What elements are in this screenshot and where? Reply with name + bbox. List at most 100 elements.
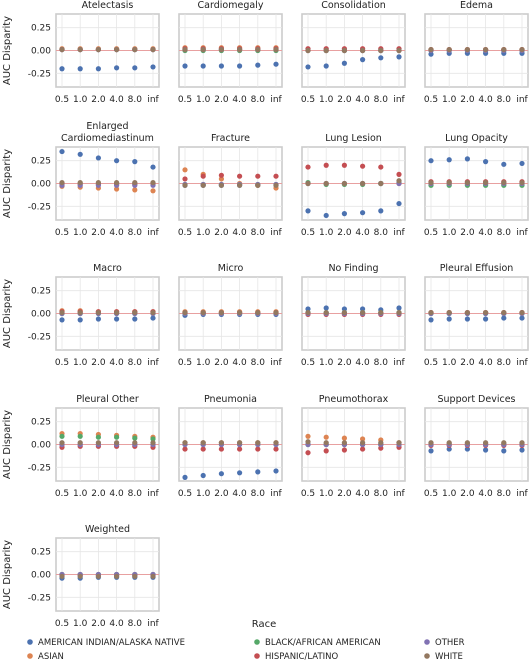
- point-lung-lesion-hispanic-latino: [323, 162, 329, 168]
- point-macro-american-indian-alaska-native: [59, 317, 65, 323]
- x-tick-label: 8.0: [497, 358, 512, 368]
- point-edema-white: [464, 46, 470, 53]
- point-edema-white: [519, 46, 525, 53]
- point-atelectasis-white: [59, 46, 65, 53]
- x-tick-label: 0.5: [301, 95, 315, 105]
- legend-label-black-african-american: BLACK/AFRICAN AMERICAN: [265, 638, 381, 648]
- point-fracture-white: [255, 182, 261, 188]
- point-micro-white: [255, 309, 261, 316]
- x-tick-label: 0.5: [178, 358, 192, 368]
- x-tick-label: 2.0: [214, 95, 229, 105]
- point-pleural-effusion-american-indian-alaska-native: [464, 316, 470, 322]
- legend-title: Race: [252, 619, 277, 630]
- x-tick-label: 2.0: [460, 358, 475, 368]
- point-pneumothorax-white: [341, 440, 347, 446]
- point-edema-white: [483, 46, 489, 53]
- point-pleural-effusion-white: [519, 309, 525, 316]
- x-tick-label: 4.0: [232, 228, 247, 238]
- x-tick-label: 8.0: [374, 489, 389, 499]
- x-tick-label: 8.0: [128, 489, 143, 499]
- x-tick-label: 0.5: [55, 358, 69, 368]
- point-pneumothorax-asian: [305, 433, 311, 439]
- x-tick-label: 2.0: [91, 228, 106, 238]
- x-tick-label: inf: [147, 228, 159, 238]
- point-pleural-effusion-american-indian-alaska-native: [501, 315, 507, 321]
- point-fracture-white: [273, 182, 279, 188]
- point-consolidation-white: [305, 47, 311, 54]
- point-cardiomegaly-american-indian-alaska-native: [255, 62, 261, 68]
- y-tick-label: 0.25: [31, 287, 51, 297]
- point-lung-lesion-white: [378, 180, 384, 187]
- point-lung-opacity-white: [428, 179, 434, 186]
- point-macro-american-indian-alaska-native: [77, 317, 83, 323]
- point-support-devices-white: [483, 440, 489, 446]
- point-atelectasis-american-indian-alaska-native: [132, 65, 138, 71]
- point-atelectasis-american-indian-alaska-native: [95, 66, 101, 72]
- x-tick-label: 4.0: [355, 489, 370, 499]
- point-atelectasis-white: [132, 46, 138, 53]
- point-lung-lesion-hispanic-latino: [341, 162, 347, 168]
- point-pneumothorax-white: [396, 440, 402, 446]
- point-atelectasis-american-indian-alaska-native: [77, 66, 83, 72]
- point-fracture-asian: [218, 176, 224, 182]
- point-lung-opacity-white: [501, 179, 507, 186]
- x-tick-label: 0.5: [301, 489, 315, 499]
- x-tick-label: 1.0: [196, 358, 211, 368]
- x-tick-label: 0.5: [424, 228, 438, 238]
- point-fracture-hispanic-latino: [273, 173, 279, 179]
- point-lung-opacity-white: [464, 179, 470, 186]
- point-fracture-white: [218, 182, 224, 188]
- point-no-finding-white: [378, 309, 384, 316]
- point-consolidation-white: [360, 47, 366, 54]
- x-tick-label: 8.0: [251, 489, 266, 499]
- point-macro-american-indian-alaska-native: [132, 316, 138, 322]
- y-tick-label: -0.25: [28, 332, 51, 342]
- point-support-devices-american-indian-alaska-native: [483, 447, 489, 453]
- point-pleural-effusion-white: [428, 309, 434, 316]
- x-tick-label: 2.0: [337, 95, 352, 105]
- point-cardiomegaly-white: [255, 46, 261, 53]
- point-pneumonia-american-indian-alaska-native: [237, 470, 243, 476]
- x-tick-label: 1.0: [196, 489, 211, 499]
- point-pneumonia-american-indian-alaska-native: [273, 468, 279, 474]
- point-lung-lesion-white: [396, 178, 402, 184]
- x-tick-label: 0.5: [55, 95, 69, 105]
- x-tick-label: 4.0: [109, 95, 124, 105]
- x-tick-label: inf: [147, 95, 159, 105]
- x-tick-label: 2.0: [337, 489, 352, 499]
- point-enlarged-cardiomediastinum-american-indian-alaska-native: [132, 159, 138, 165]
- point-no-finding-american-indian-alaska-native: [323, 305, 329, 311]
- point-fracture-hispanic-latino: [237, 173, 243, 179]
- point-lung-lesion-american-indian-alaska-native: [396, 200, 402, 207]
- point-micro-white: [237, 309, 243, 316]
- x-tick-label: 8.0: [251, 358, 266, 368]
- x-tick-label: inf: [147, 358, 159, 368]
- point-pneumothorax-asian: [341, 435, 347, 441]
- point-consolidation-white: [323, 47, 329, 54]
- x-tick-label: 2.0: [460, 95, 475, 105]
- x-tick-label: 1.0: [196, 228, 211, 238]
- point-consolidation-american-indian-alaska-native: [378, 55, 384, 61]
- x-tick-label: inf: [516, 489, 528, 499]
- x-tick-label: 8.0: [497, 95, 512, 105]
- y-tick-label: 0.00: [31, 47, 51, 57]
- point-lung-lesion-hispanic-latino: [396, 171, 402, 177]
- point-weighted-white: [114, 573, 120, 579]
- x-tick-label: 4.0: [232, 358, 247, 368]
- point-pneumonia-american-indian-alaska-native: [200, 472, 206, 479]
- y-tick-label: 0.00: [31, 441, 51, 451]
- point-pneumonia-hispanic-latino: [273, 446, 279, 452]
- legend-marker-hispanic-latino: [254, 653, 260, 659]
- point-pneumonia-white: [200, 440, 206, 446]
- point-pleural-other-white: [59, 440, 65, 446]
- panel-title-support-devices: Support Devices: [437, 394, 515, 405]
- point-pleural-other-white: [95, 440, 101, 446]
- x-tick-label: 1.0: [319, 228, 334, 238]
- point-no-finding-white: [341, 309, 347, 316]
- panel-title-consolidation: Consolidation: [321, 0, 386, 11]
- point-atelectasis-white: [77, 46, 83, 53]
- point-cardiomegaly-white: [273, 46, 279, 53]
- point-pneumothorax-hispanic-latino: [341, 447, 347, 453]
- x-tick-label: 0.5: [55, 619, 69, 629]
